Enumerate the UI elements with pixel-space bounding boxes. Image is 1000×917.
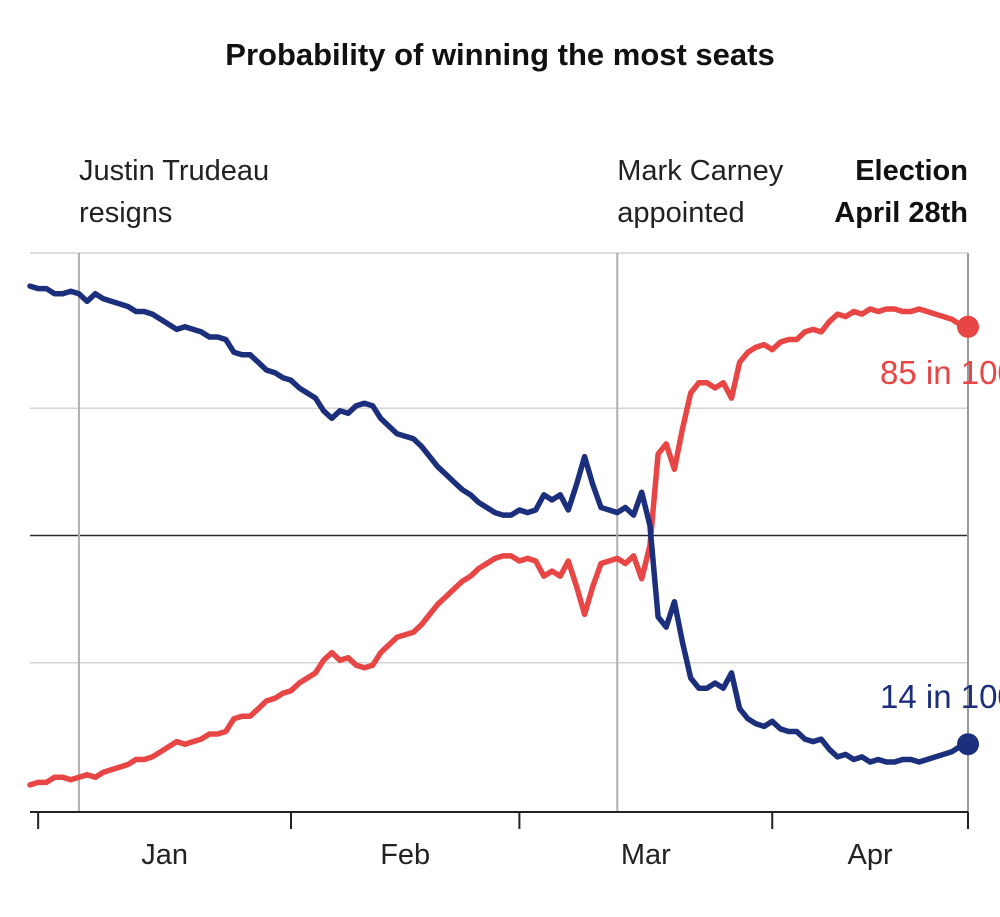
event-label-1-0: Mark Carney — [617, 155, 783, 187]
x-tick-label-mar: Mar — [621, 839, 671, 871]
end-label-conservative: 14 in 100 — [880, 678, 1000, 715]
series-line-conservative — [27, 283, 971, 765]
gridlines — [30, 252, 969, 812]
series-lines — [27, 283, 979, 788]
end-labels: 85 in 100 14 in 100 — [880, 354, 1000, 715]
event-label-0-1: resigns — [79, 197, 173, 229]
chart-title: Probability of winning the most seats — [225, 37, 774, 72]
series-endpoint-conservative — [957, 733, 979, 756]
event-label-2-1: April 28th — [834, 197, 968, 229]
x-tick-label-feb: Feb — [380, 839, 430, 871]
x-axis: Jan Feb Mar Apr — [30, 811, 969, 871]
x-tick-label-apr: Apr — [848, 839, 893, 871]
end-label-liberal: 85 in 100 — [880, 354, 1000, 391]
event-label-0-0: Justin Trudeau — [79, 155, 269, 187]
series-line-liberal — [27, 306, 971, 788]
event-label-2-0: Election — [855, 155, 968, 187]
x-tick-label-jan: Jan — [141, 839, 188, 871]
event-annotations: Justin Trudeau resigns Mark Carney appointe… — [77, 155, 968, 812]
event-label-1-1: appointed — [617, 197, 744, 229]
series-endpoint-liberal — [957, 315, 979, 338]
